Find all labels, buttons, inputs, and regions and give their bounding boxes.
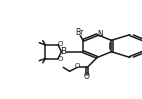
Text: Br: Br bbox=[75, 28, 84, 37]
Text: O: O bbox=[57, 56, 63, 62]
Text: O: O bbox=[84, 72, 90, 81]
Text: O: O bbox=[57, 41, 63, 47]
Text: N: N bbox=[98, 30, 103, 39]
Text: O: O bbox=[75, 63, 80, 69]
Text: B: B bbox=[60, 47, 66, 56]
